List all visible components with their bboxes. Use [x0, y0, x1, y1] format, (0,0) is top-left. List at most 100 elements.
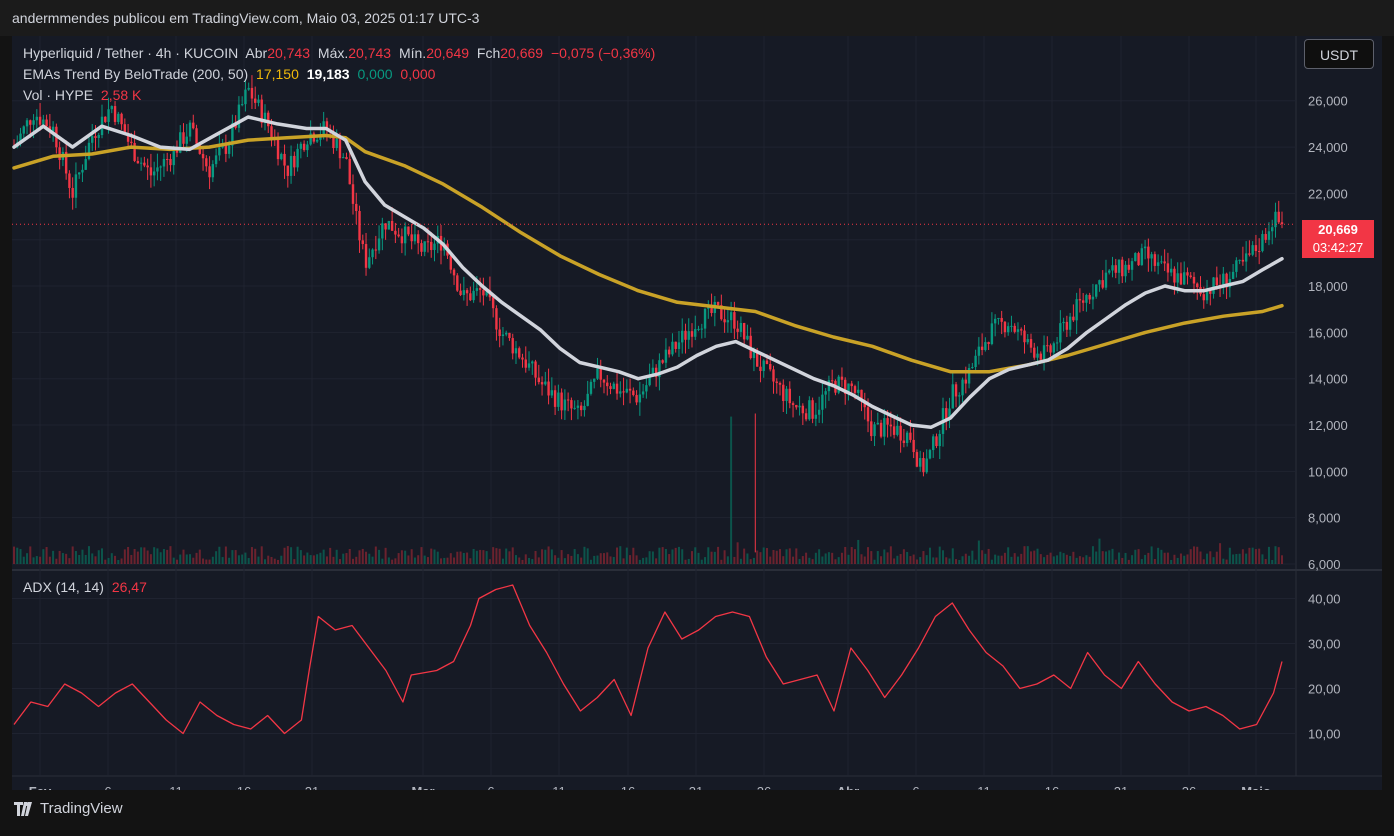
candle-body: [573, 407, 576, 409]
chart-frame[interactable]: 26,00024,00022,00020,00018,00016,00014,0…: [12, 36, 1382, 790]
candle-body: [550, 390, 554, 396]
candle-body: [870, 421, 873, 437]
candle-body: [710, 305, 713, 313]
volume-bar: [583, 546, 586, 564]
volume-bar: [1228, 547, 1231, 564]
candle-body: [531, 361, 534, 364]
volume-bar: [876, 551, 879, 564]
symbol-name[interactable]: Hyperliquid / Tether · 4h · KUCOIN: [23, 45, 239, 61]
candle-body: [231, 123, 234, 146]
candle-body: [958, 395, 961, 397]
volume-bar: [277, 559, 280, 564]
volume-bar: [32, 557, 35, 564]
volume-bar: [795, 548, 798, 564]
candle-body: [625, 388, 629, 393]
volume-bar: [821, 556, 824, 564]
volume-bar: [1007, 547, 1010, 564]
candle-body: [390, 220, 394, 231]
adx-indicator-name[interactable]: ADX (14, 14): [23, 579, 104, 595]
candle-body: [772, 369, 775, 382]
volume-bar: [840, 552, 843, 564]
candle-body: [42, 119, 45, 125]
chart-canvas[interactable]: 26,00024,00022,00020,00018,00016,00014,0…: [12, 36, 1382, 790]
volume-bar: [283, 547, 286, 564]
candle-body: [1274, 211, 1277, 228]
volume-bar: [1127, 559, 1130, 564]
volume-bar: [133, 549, 136, 564]
volume-bar: [303, 555, 306, 564]
volume-bar: [143, 547, 146, 564]
volume-bar: [668, 554, 671, 564]
last-price-label: 20,669 03:42:27: [1302, 220, 1374, 258]
candle-body: [922, 458, 925, 473]
candle-body: [651, 367, 655, 377]
volume-bar: [1101, 551, 1104, 564]
adx-legend[interactable]: ADX (14, 14) 26,47: [23, 579, 151, 595]
candle-body: [961, 379, 964, 396]
volume-bar: [915, 559, 918, 564]
candle-body: [990, 323, 994, 345]
candle-body: [909, 432, 912, 440]
candle-body: [371, 249, 374, 258]
candle-body: [928, 450, 932, 459]
volume-bar: [260, 546, 263, 564]
candle-body: [1000, 317, 1003, 322]
candle-body: [374, 249, 378, 251]
price-tick-label: 22,000: [1308, 186, 1348, 201]
candle-body: [681, 330, 684, 343]
candle-body: [136, 160, 140, 164]
candle-body: [602, 379, 606, 383]
candle-body: [143, 162, 146, 166]
volume-bar: [919, 557, 922, 564]
volume-bar: [296, 546, 299, 564]
candle-body: [1029, 339, 1033, 348]
candle-body: [293, 155, 296, 168]
tradingview-footer[interactable]: TradingView: [14, 800, 123, 817]
candle-body: [250, 87, 254, 99]
candle-body: [984, 342, 987, 350]
candle-body: [51, 126, 55, 132]
volume-bar: [104, 559, 107, 564]
volume-bar: [325, 556, 328, 564]
volume-bar: [110, 553, 113, 564]
volume-bar: [394, 558, 397, 564]
candle-body: [742, 322, 746, 340]
candle-body: [1114, 265, 1117, 273]
candle-body: [1261, 234, 1264, 252]
ema-legend[interactable]: EMAs Trend By BeloTrade (200, 50) 17,150…: [23, 66, 439, 82]
candle-body: [81, 169, 84, 173]
candle-body: [1241, 259, 1245, 262]
volume-bar: [524, 554, 527, 564]
ema-indicator-name[interactable]: EMAs Trend By BeloTrade (200, 50): [23, 66, 249, 82]
volume-bar: [713, 551, 716, 564]
volume-bar: [335, 549, 338, 564]
candle-body: [64, 151, 68, 174]
volume-bar: [352, 558, 355, 564]
volume-bar: [827, 552, 830, 564]
volume-bar: [1000, 555, 1003, 564]
volume-bar: [218, 546, 221, 564]
volume-bar: [456, 551, 459, 564]
candle-body: [1222, 273, 1225, 286]
volume-indicator-name[interactable]: Vol · HYPE: [23, 87, 94, 103]
volume-bar: [94, 556, 97, 564]
volume-bar: [1030, 551, 1033, 564]
volume-legend[interactable]: Vol · HYPE 2,58 K: [23, 87, 145, 103]
candle-body: [791, 403, 795, 405]
volume-bar: [19, 549, 22, 564]
volume-bar: [739, 558, 742, 564]
volume-bar: [254, 548, 257, 564]
candle-body: [596, 368, 599, 379]
volume-bar: [557, 557, 560, 564]
volume-bar: [384, 547, 387, 564]
volume-bar: [769, 556, 772, 564]
candle-body: [267, 112, 270, 127]
candle-body: [306, 144, 309, 151]
candle-body: [586, 393, 589, 406]
volume-bar: [198, 549, 201, 564]
currency-button[interactable]: USDT: [1304, 39, 1374, 69]
candle-body: [945, 408, 948, 419]
volume-bar: [867, 547, 870, 564]
volume-bar: [1186, 554, 1189, 564]
candle-body: [658, 360, 661, 378]
